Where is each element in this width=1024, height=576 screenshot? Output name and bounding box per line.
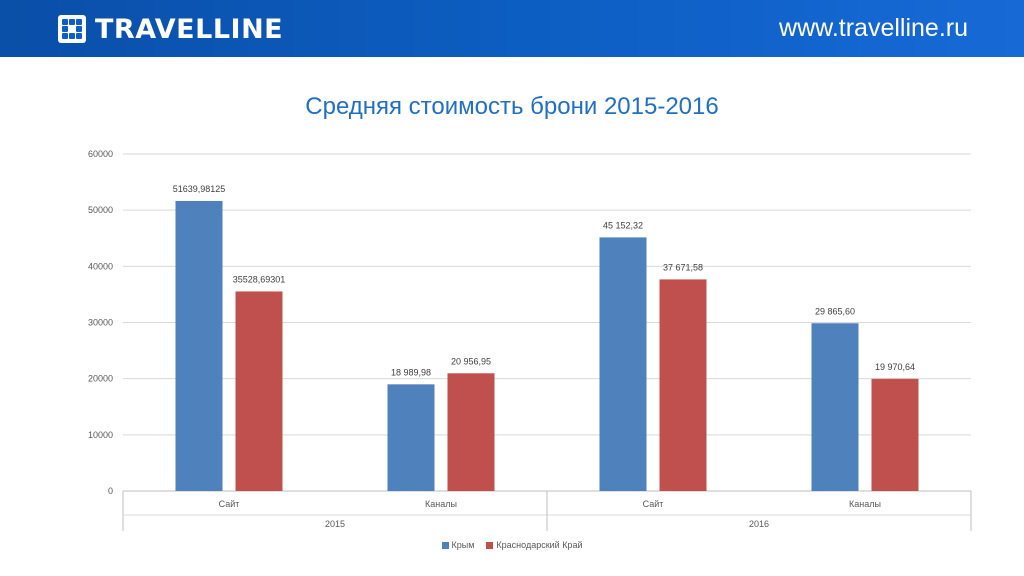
chart-title: Средняя стоимость брони 2015-2016 (305, 93, 719, 120)
legend-swatch-krasnodar (486, 541, 494, 549)
y-tick-label: 30000 (88, 318, 113, 328)
y-tick-label: 20000 (88, 374, 113, 384)
y-tick-label: 50000 (88, 205, 113, 215)
bar (811, 323, 859, 491)
data-label: 18 989,98 (391, 367, 431, 377)
data-label: 45 152,32 (603, 220, 643, 230)
x-tick-label: Сайт (219, 499, 240, 509)
brand-logo[interactable]: TRAVELLINE (58, 13, 283, 45)
y-tick-label: 60000 (88, 149, 113, 159)
legend-label-crimea: Крым (451, 540, 475, 550)
bar (599, 237, 647, 491)
header-bar: TRAVELLINE www.travelline.ru (0, 0, 1024, 57)
group-label: 2016 (749, 519, 769, 529)
chart-legend: Крым Краснодарский Край (0, 540, 1024, 550)
legend-item-krasnodar: Краснодарский Край (486, 540, 582, 550)
bar (659, 279, 707, 491)
y-tick-label: 10000 (88, 430, 113, 440)
data-label: 19 970,64 (875, 362, 915, 372)
x-tick-label: Каналы (425, 499, 457, 509)
data-label: 29 865,60 (815, 306, 855, 316)
y-tick-label: 40000 (88, 261, 113, 271)
x-tick-label: Каналы (849, 499, 881, 509)
data-label: 37 671,58 (663, 262, 703, 272)
y-tick-label: 0 (108, 486, 113, 496)
data-label: 20 956,95 (451, 356, 491, 366)
group-label: 2015 (325, 519, 345, 529)
data-label: 35528,69301 (233, 274, 286, 284)
legend-label-krasnodar: Краснодарский Край (496, 540, 583, 550)
bar (235, 291, 283, 491)
legend-swatch-crimea (441, 541, 449, 549)
legend-item-crimea: Крым (441, 540, 475, 550)
bar (175, 200, 223, 491)
bar (447, 373, 495, 491)
brand-name: TRAVELLINE (95, 13, 284, 45)
bar (387, 384, 435, 491)
data-label: 51639,98125 (173, 184, 226, 194)
bar (871, 378, 919, 491)
x-tick-label: Сайт (643, 499, 664, 509)
logo-grid-icon (58, 15, 86, 43)
website-link[interactable]: www.travelline.ru (779, 14, 968, 42)
